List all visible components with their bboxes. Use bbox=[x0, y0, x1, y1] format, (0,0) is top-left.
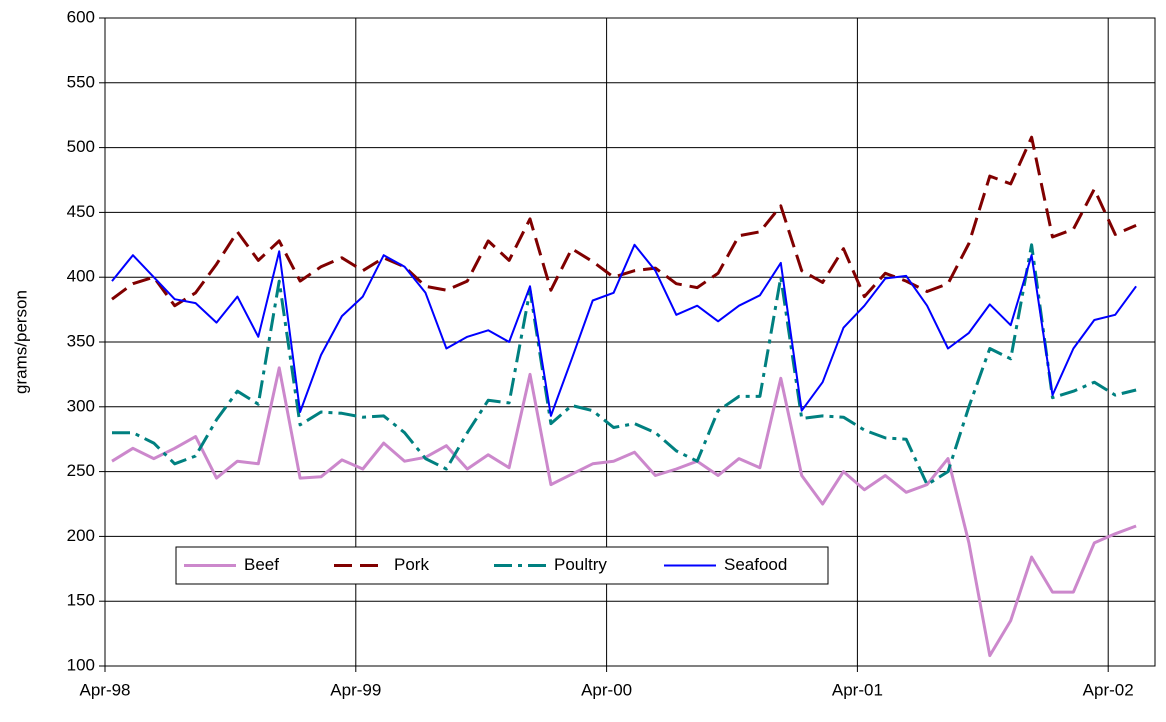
y-tick-label: 100 bbox=[67, 655, 95, 674]
y-tick-label: 150 bbox=[67, 591, 95, 610]
y-axis-label: grams/person bbox=[11, 290, 30, 394]
x-tick-label: Apr-99 bbox=[330, 680, 381, 699]
y-tick-label: 300 bbox=[67, 396, 95, 415]
series-line bbox=[111, 366, 1137, 658]
y-tick-label: 550 bbox=[67, 72, 95, 91]
legend: Beef Pork Poultry Seafood bbox=[175, 546, 829, 585]
y-tick-label: 200 bbox=[67, 526, 95, 545]
y-tick-label: 350 bbox=[67, 331, 95, 350]
legend-label: Poultry bbox=[554, 555, 607, 574]
y-tick-label: 400 bbox=[67, 267, 95, 286]
legend-label: Beef bbox=[244, 555, 279, 574]
x-tick-label: Apr-01 bbox=[832, 680, 883, 699]
x-tick-label: Apr-98 bbox=[79, 680, 130, 699]
series-line bbox=[111, 243, 1137, 417]
x-tick-label: Apr-00 bbox=[581, 680, 632, 699]
series-line bbox=[111, 135, 1137, 308]
legend-label: Pork bbox=[394, 555, 429, 574]
y-tick-label: 250 bbox=[67, 461, 95, 480]
series-line bbox=[112, 243, 1137, 487]
plot-border bbox=[104, 17, 1156, 667]
legend-label: Seafood bbox=[724, 555, 787, 574]
y-tick-label: 450 bbox=[67, 202, 95, 221]
y-tick-label: 500 bbox=[67, 137, 95, 156]
y-tick-label: 600 bbox=[67, 7, 95, 26]
x-tick-label: Apr-02 bbox=[1083, 680, 1134, 699]
